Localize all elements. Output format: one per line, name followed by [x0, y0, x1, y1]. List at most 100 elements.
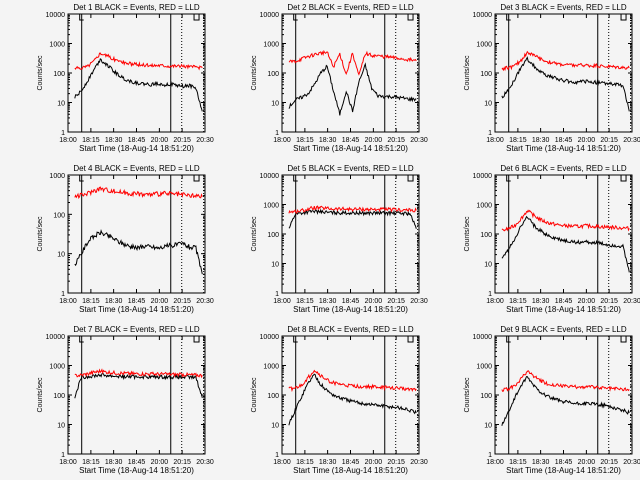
- bracket-marker: [506, 14, 511, 21]
- x-tick-label: 20:15: [600, 298, 618, 305]
- bracket-marker: [620, 175, 627, 182]
- y-tick-label: 100: [267, 232, 279, 239]
- x-tick-label: 20:15: [387, 137, 405, 144]
- y-tick-label: 10: [484, 423, 492, 430]
- lld-series-line: [288, 205, 417, 214]
- events-series-line: [501, 376, 630, 426]
- chart-panel-2: Det 2 BLACK = Events, RED = LLD 1 10 100 100…: [251, 3, 428, 153]
- plot-frame: [281, 174, 420, 294]
- bracket-marker: [193, 175, 200, 182]
- y-tick-label: 10: [271, 262, 279, 269]
- x-axis-label: Start Time (18-Aug-14 18:51:20): [506, 466, 621, 475]
- plot-frame: [494, 13, 633, 133]
- y-tick-label: 100: [267, 393, 279, 400]
- x-tick-label: 20:30: [410, 459, 428, 466]
- bracket-marker: [407, 336, 414, 343]
- y-axis-label: Counts/sec: [464, 55, 471, 91]
- chart-title: Det 4 BLACK = Events, RED = LLD: [73, 164, 200, 173]
- x-tick-label: 18:00: [59, 298, 77, 305]
- events-series-line: [288, 373, 417, 426]
- x-tick-label: 18:15: [82, 137, 100, 144]
- y-tick-label: 100: [53, 393, 65, 400]
- x-tick-label: 18:00: [59, 459, 77, 466]
- lld-series-line: [501, 369, 630, 392]
- y-tick-label: 1: [61, 291, 65, 298]
- bracket-marker: [506, 336, 511, 343]
- y-tick-label: 10: [57, 423, 65, 430]
- chart-title: Det 9 BLACK = Events, RED = LLD: [500, 325, 627, 334]
- bracket-marker: [79, 14, 84, 21]
- y-tick-label: 10000: [46, 12, 66, 19]
- events-series-line: [501, 56, 630, 112]
- x-tick-label: 18:45: [555, 459, 573, 466]
- chart-title: Det 5 BLACK = Events, RED = LLD: [287, 164, 414, 173]
- bracket-marker: [193, 336, 200, 343]
- y-axis-label: Counts/sec: [251, 377, 258, 413]
- x-tick-label: 18:00: [486, 137, 504, 144]
- lld-series-line: [288, 49, 417, 76]
- lld-series-line: [288, 369, 417, 393]
- x-tick-label: 20:00: [578, 459, 596, 466]
- chart-title: Det 3 BLACK = Events, RED = LLD: [500, 3, 627, 12]
- chart-panel-6: Det 6 BLACK = Events, RED = LLD 1 10 100 100…: [464, 164, 640, 314]
- events-series-line: [74, 229, 203, 275]
- y-tick-label: 10: [271, 101, 279, 108]
- y-tick-label: 10000: [473, 12, 493, 19]
- x-tick-label: 20:30: [196, 137, 214, 144]
- chart-title: Det 8 BLACK = Events, RED = LLD: [287, 325, 414, 334]
- x-tick-label: 20:15: [600, 137, 618, 144]
- x-tick-label: 20:30: [410, 298, 428, 305]
- y-axis-label: Counts/sec: [37, 216, 44, 252]
- chart-title: Det 2 BLACK = Events, RED = LLD: [287, 3, 414, 12]
- y-tick-label: 10000: [260, 334, 280, 341]
- x-tick-label: 18:45: [342, 459, 360, 466]
- x-tick-label: 20:00: [365, 459, 383, 466]
- bracket-marker: [407, 175, 414, 182]
- x-axis-label: Start Time (18-Aug-14 18:51:20): [293, 305, 408, 314]
- x-tick-label: 18:15: [509, 298, 527, 305]
- lld-series-line: [74, 52, 203, 71]
- chart-title: Det 7 BLACK = Events, RED = LLD: [73, 325, 200, 334]
- chart-panel-4: Det 4 BLACK = Events, RED = LLD 1 10 100 100…: [37, 164, 214, 314]
- events-series-line: [501, 215, 630, 273]
- x-tick-label: 18:30: [105, 298, 123, 305]
- x-tick-label: 18:45: [128, 459, 146, 466]
- y-tick-label: 100: [53, 71, 65, 78]
- x-tick-label: 18:30: [319, 137, 337, 144]
- bracket-marker: [293, 336, 298, 343]
- y-tick-label: 100: [267, 71, 279, 78]
- x-tick-label: 18:45: [128, 298, 146, 305]
- y-tick-label: 1000: [49, 173, 65, 180]
- x-tick-label: 20:00: [365, 137, 383, 144]
- x-tick-label: 20:15: [387, 459, 405, 466]
- lld-series-line: [501, 209, 630, 232]
- x-axis-label: Start Time (18-Aug-14 18:51:20): [79, 144, 194, 153]
- bracket-marker: [79, 336, 84, 343]
- x-tick-label: 20:00: [151, 137, 169, 144]
- y-axis-label: Counts/sec: [251, 216, 258, 252]
- x-tick-label: 20:15: [387, 298, 405, 305]
- x-tick-label: 18:00: [486, 298, 504, 305]
- x-tick-label: 18:00: [273, 459, 291, 466]
- x-tick-label: 18:30: [105, 137, 123, 144]
- x-axis-label: Start Time (18-Aug-14 18:51:20): [293, 466, 408, 475]
- x-tick-label: 18:30: [105, 459, 123, 466]
- y-tick-label: 1: [61, 130, 65, 137]
- y-tick-label: 100: [480, 393, 492, 400]
- x-tick-label: 20:00: [151, 459, 169, 466]
- y-tick-label: 10000: [473, 173, 493, 180]
- y-tick-label: 1000: [49, 364, 65, 371]
- x-tick-label: 20:00: [578, 137, 596, 144]
- y-tick-label: 1: [488, 452, 492, 459]
- lld-series-line: [74, 368, 203, 379]
- y-axis-label: Counts/sec: [37, 377, 44, 413]
- chart-panel-5: Det 5 BLACK = Events, RED = LLD 1 10 100 100…: [251, 164, 428, 314]
- y-tick-label: 10000: [46, 334, 66, 341]
- x-tick-label: 18:45: [555, 298, 573, 305]
- chart-panel-9: Det 9 BLACK = Events, RED = LLD 1 10 100 100…: [464, 325, 640, 475]
- x-tick-label: 18:30: [319, 298, 337, 305]
- x-tick-label: 20:30: [196, 459, 214, 466]
- x-tick-label: 18:15: [296, 459, 314, 466]
- y-tick-label: 1: [275, 452, 279, 459]
- chart-title: Det 1 BLACK = Events, RED = LLD: [73, 3, 200, 12]
